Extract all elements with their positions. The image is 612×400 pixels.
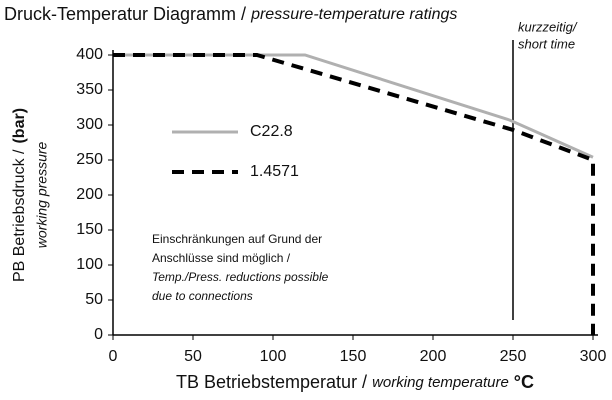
title-de: Druck-Temperatur Diagramm /: [4, 4, 246, 24]
x-label-en: working temperature: [372, 374, 509, 391]
legend-label: 1.4571: [250, 163, 299, 180]
note: Temp./Press. reductions possible: [152, 270, 329, 284]
series-line: [113, 53, 595, 335]
reference-label: kurzzeitig/: [518, 19, 578, 34]
y-tick-label: 0: [94, 326, 103, 343]
note: due to connections: [152, 289, 253, 303]
y-label-de: PB Betriebsdruck /: [11, 149, 28, 282]
y-tick-label: 200: [76, 186, 103, 203]
x-tick-label: 150: [340, 348, 367, 365]
x-tick-label: 250: [500, 348, 527, 365]
note: Einschränkungen auf Grund der: [152, 232, 322, 246]
x-tick-label: 300: [580, 348, 607, 365]
chart-title: Druck-Temperatur Diagramm / pressure-temp…: [4, 4, 457, 24]
x-tick-label: 200: [420, 348, 447, 365]
x-label-de: TB Betriebstemperatur /: [176, 372, 367, 392]
y-tick-label: 400: [76, 46, 103, 63]
title-en: pressure-temperature ratings: [250, 6, 457, 23]
x-tick-label: 50: [184, 348, 202, 365]
y-label: PB Betriebsdruck / (bar): [11, 108, 28, 282]
series-line: [113, 53, 594, 159]
y-tick-label: 150: [76, 221, 103, 238]
legend-label: C22.8: [250, 123, 293, 140]
y-tick-label: 350: [76, 81, 103, 98]
x-tick-label: 100: [260, 348, 287, 365]
note: Anschlüsse sind möglich /: [152, 251, 291, 265]
y-label-en: working pressure: [34, 141, 50, 248]
y-tick-label: 50: [85, 291, 103, 308]
y-tick-label: 100: [76, 256, 103, 273]
x-label-unit: °C: [514, 372, 534, 392]
y-tick-label: 300: [76, 116, 103, 133]
reference-label: short time: [518, 36, 575, 51]
x-label: TB Betriebstemperatur / working temperatu…: [176, 372, 534, 392]
x-tick-label: 0: [109, 348, 118, 365]
y-tick-label: 250: [76, 151, 103, 168]
y-label-unit: (bar): [11, 108, 28, 144]
